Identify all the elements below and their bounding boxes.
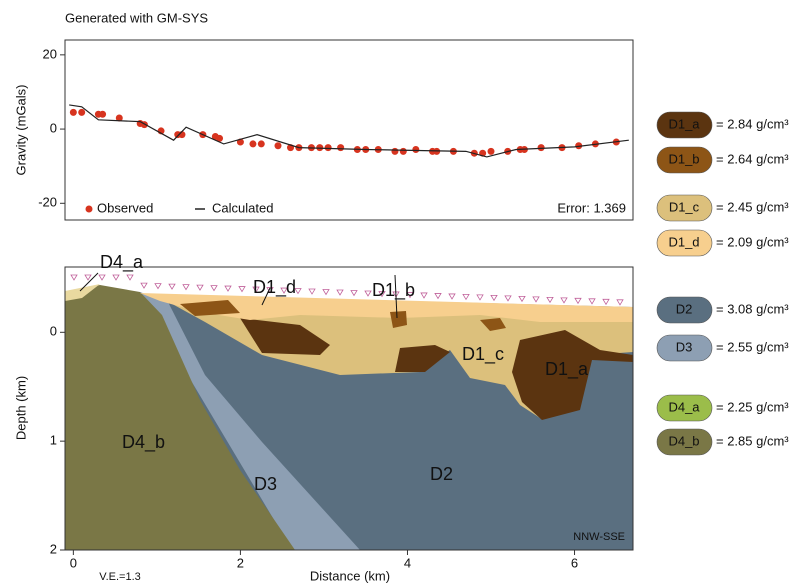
y-tick-label: 20 [43, 46, 57, 61]
x-tick-label: 0 [70, 555, 77, 570]
observed-point [70, 109, 77, 116]
observed-point [78, 109, 85, 116]
station [533, 297, 539, 302]
y-tick-label: -20 [38, 195, 57, 210]
calculated-line [69, 105, 629, 157]
station [211, 286, 217, 291]
station [603, 299, 609, 304]
observed-point [325, 144, 332, 151]
station [449, 294, 455, 299]
legend-density: = 2.85 g/cm³ [716, 433, 789, 448]
x-axis-title: Distance (km) [310, 568, 390, 583]
legend-unit: D3 [676, 339, 693, 354]
observed-point [258, 140, 265, 147]
station [421, 293, 427, 298]
unit-label: D4_b [122, 432, 165, 453]
legend-density: = 2.55 g/cm³ [716, 339, 789, 354]
legend-unit: D1_d [668, 234, 699, 249]
station [575, 298, 581, 303]
station [113, 275, 119, 280]
x-tick-label: 6 [571, 555, 578, 570]
observed-point [412, 146, 419, 153]
x-tick-label: 2 [237, 555, 244, 570]
figure: Generated with GM-SYS Gravity (mGals) Ob… [0, 0, 812, 585]
error-text: Error: 1.369 [557, 200, 626, 215]
station [155, 284, 161, 289]
unit-label: D2 [430, 464, 453, 484]
unit-label: D1_d [253, 277, 296, 298]
station [183, 285, 189, 290]
legend-density: = 2.09 g/cm³ [716, 234, 789, 249]
station [225, 286, 231, 291]
station [127, 275, 133, 280]
y-axis-title: Gravity (mGals) [13, 85, 28, 176]
legend-unit: D1_c [669, 199, 700, 214]
gravity-frame [65, 40, 633, 220]
station [197, 285, 203, 290]
legend-density: = 2.64 g/cm³ [716, 151, 789, 166]
legend-density: = 2.25 g/cm³ [716, 399, 789, 414]
legend-unit: D1_a [668, 116, 700, 131]
legend-marker [86, 206, 93, 213]
legend-label: Observed [97, 200, 153, 215]
y-tick-label: 0 [50, 121, 57, 136]
legend-unit: D4_a [668, 399, 700, 414]
y-tick-label: 0 [50, 324, 57, 339]
observed-point [275, 142, 282, 149]
station [71, 275, 77, 280]
observed-point [249, 140, 256, 147]
note: V.E.=1.3 [99, 571, 141, 583]
cross-section [65, 275, 633, 550]
station [337, 290, 343, 295]
y-axis-title: Depth (km) [13, 376, 28, 440]
unit-label: D1_c [462, 344, 504, 365]
legend-density: = 2.45 g/cm³ [716, 199, 789, 214]
station [85, 275, 91, 280]
station [519, 296, 525, 301]
observed-point [400, 148, 407, 155]
y-tick-label: 2 [50, 541, 57, 556]
unit-label: D1_b [372, 280, 415, 301]
legend-density: = 2.84 g/cm³ [716, 116, 789, 131]
legend-label: Calculated [212, 200, 273, 215]
station [589, 299, 595, 304]
legend-unit: D2 [676, 301, 693, 316]
y-tick-label: 1 [50, 433, 57, 448]
header: Generated with GM-SYS [65, 10, 208, 25]
unit-label: D4_a [100, 252, 144, 273]
station [435, 293, 441, 298]
legend-unit: D1_b [668, 151, 699, 166]
station [561, 298, 567, 303]
observed-point [538, 144, 545, 151]
station [141, 283, 147, 288]
observed-point [99, 111, 106, 118]
station [99, 275, 105, 280]
station [547, 297, 553, 302]
station [463, 294, 469, 299]
station [309, 289, 315, 294]
station [323, 290, 329, 295]
unit-d1b [390, 311, 407, 328]
station [505, 296, 511, 301]
station [617, 300, 623, 305]
unit-label: D1_a [545, 359, 589, 380]
station [491, 295, 497, 300]
legend-density: = 3.08 g/cm³ [716, 301, 789, 316]
legend-unit: D4_b [668, 433, 699, 448]
direction: NNW-SSE [573, 531, 625, 543]
station [351, 290, 357, 295]
observed-point [391, 148, 398, 155]
unit-label: D3 [254, 474, 277, 494]
station [477, 295, 483, 300]
station [365, 291, 371, 296]
observed-point [337, 144, 344, 151]
station [239, 287, 245, 292]
station [169, 284, 175, 289]
x-tick-label: 4 [404, 555, 411, 570]
observed-point [488, 148, 495, 155]
